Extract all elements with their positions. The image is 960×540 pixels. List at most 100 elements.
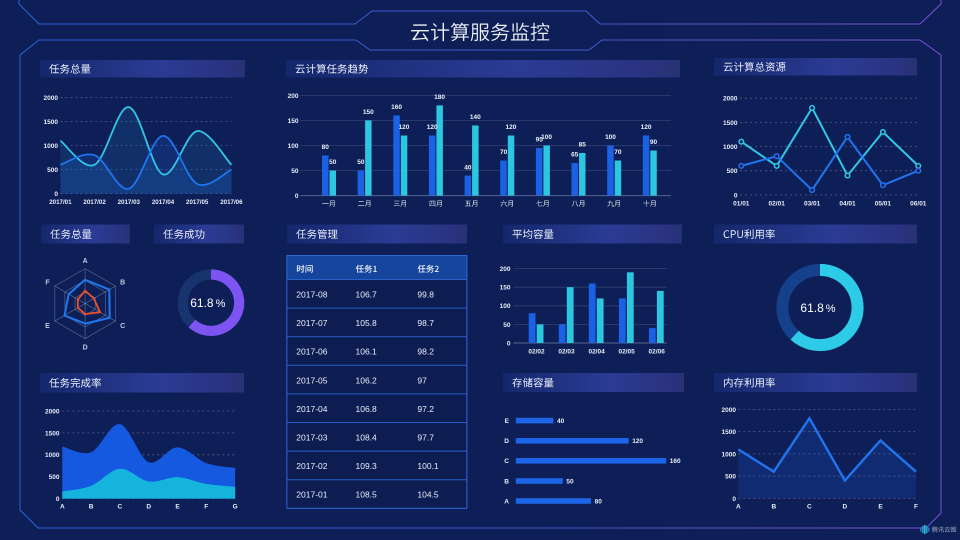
svg-text:0: 0 — [732, 496, 736, 503]
svg-text:G: G — [233, 504, 238, 511]
svg-text:50: 50 — [503, 322, 511, 329]
svg-text:61.8: 61.8 — [190, 296, 214, 310]
svg-text:1500: 1500 — [45, 430, 60, 437]
svg-text:1500: 1500 — [723, 120, 738, 127]
svg-text:100: 100 — [541, 134, 552, 141]
svg-text:D: D — [146, 504, 151, 511]
svg-text:100: 100 — [288, 143, 299, 150]
svg-text:180: 180 — [434, 94, 445, 101]
svg-text:106.7: 106.7 — [356, 290, 378, 300]
svg-text:150: 150 — [288, 118, 299, 125]
svg-text:120: 120 — [427, 124, 438, 131]
svg-text:85: 85 — [579, 142, 587, 149]
svg-text:E: E — [45, 323, 50, 330]
svg-text:02/05: 02/05 — [618, 348, 635, 355]
svg-text:500: 500 — [47, 167, 58, 174]
svg-text:160: 160 — [670, 458, 681, 465]
svg-text:1500: 1500 — [722, 429, 737, 436]
svg-text:1000: 1000 — [722, 451, 737, 458]
svg-text:2000: 2000 — [722, 407, 737, 414]
svg-text:90: 90 — [650, 139, 658, 146]
svg-text:95: 95 — [536, 137, 544, 144]
svg-text:2017/01: 2017/01 — [49, 199, 72, 206]
svg-text:A: A — [83, 258, 88, 265]
svg-text:02/01: 02/01 — [769, 200, 786, 207]
svg-text:1000: 1000 — [45, 452, 60, 459]
svg-text:C: C — [120, 323, 125, 330]
svg-text:61.8: 61.8 — [800, 301, 824, 315]
svg-text:F: F — [45, 280, 50, 287]
svg-text:97.7: 97.7 — [417, 433, 434, 443]
svg-text:1000: 1000 — [44, 143, 59, 150]
svg-text:2017-02: 2017-02 — [296, 461, 327, 471]
svg-text:B: B — [89, 504, 94, 511]
svg-text:2017-06: 2017-06 — [296, 347, 327, 357]
svg-text:2017-07: 2017-07 — [296, 318, 327, 328]
svg-text:2017-01: 2017-01 — [296, 490, 327, 500]
svg-text:06/01: 06/01 — [910, 200, 927, 207]
svg-text:98.2: 98.2 — [417, 347, 434, 357]
svg-text:500: 500 — [49, 474, 60, 481]
svg-text:02/04: 02/04 — [588, 348, 605, 355]
svg-text:04/01: 04/01 — [839, 200, 856, 207]
svg-text:C: C — [504, 458, 509, 465]
svg-text:A: A — [60, 504, 65, 511]
svg-text:108.4: 108.4 — [356, 433, 378, 443]
svg-text:106.8: 106.8 — [356, 404, 378, 414]
svg-text:100: 100 — [605, 134, 616, 141]
svg-text:2017-03: 2017-03 — [296, 433, 327, 443]
svg-text:160: 160 — [391, 104, 402, 111]
svg-text:1000: 1000 — [723, 144, 738, 151]
svg-text:03/01: 03/01 — [804, 200, 821, 207]
svg-text:109.3: 109.3 — [356, 461, 378, 471]
svg-text:80: 80 — [595, 498, 603, 505]
svg-text:70: 70 — [614, 149, 622, 156]
svg-text:0: 0 — [507, 340, 511, 347]
svg-text:2000: 2000 — [44, 95, 59, 102]
svg-text:2017/05: 2017/05 — [186, 199, 209, 206]
svg-text:B: B — [120, 280, 125, 287]
svg-text:100.1: 100.1 — [417, 461, 439, 471]
svg-text:104.5: 104.5 — [417, 490, 439, 500]
svg-text:105.8: 105.8 — [356, 318, 378, 328]
svg-text:D: D — [83, 345, 88, 352]
svg-text:0: 0 — [295, 193, 299, 200]
svg-text:150: 150 — [500, 285, 511, 292]
svg-text:200: 200 — [500, 266, 511, 273]
svg-text:B: B — [771, 503, 776, 510]
svg-text:97.2: 97.2 — [417, 404, 434, 414]
svg-text:100: 100 — [500, 303, 511, 310]
svg-text:C: C — [118, 504, 123, 511]
svg-text:02/06: 02/06 — [649, 348, 666, 355]
svg-text:50: 50 — [357, 159, 365, 166]
svg-text:D: D — [843, 503, 848, 510]
svg-text:2017-04: 2017-04 — [296, 404, 327, 414]
svg-text:2000: 2000 — [45, 408, 60, 415]
svg-text:0: 0 — [56, 496, 60, 503]
svg-text:40: 40 — [464, 164, 472, 171]
svg-text:70: 70 — [500, 149, 508, 156]
svg-text:02/02: 02/02 — [528, 348, 545, 355]
svg-text:99.8: 99.8 — [417, 290, 434, 300]
svg-text:0: 0 — [734, 192, 738, 199]
svg-text:2017/02: 2017/02 — [83, 199, 106, 206]
svg-text:97: 97 — [417, 375, 427, 385]
svg-text:50: 50 — [329, 159, 337, 166]
svg-text:05/01: 05/01 — [875, 200, 892, 207]
svg-text:65: 65 — [571, 152, 579, 159]
svg-text:2017-05: 2017-05 — [296, 375, 327, 385]
svg-text:106.1: 106.1 — [356, 347, 378, 357]
svg-text:1500: 1500 — [44, 119, 59, 126]
svg-text:150: 150 — [363, 109, 374, 116]
svg-text:106.2: 106.2 — [356, 375, 378, 385]
svg-text:02/03: 02/03 — [558, 348, 575, 355]
svg-text:80: 80 — [322, 144, 330, 151]
svg-text:A: A — [736, 503, 741, 510]
svg-text:140: 140 — [470, 114, 481, 121]
svg-text:50: 50 — [291, 168, 299, 175]
svg-text:2017/04: 2017/04 — [152, 199, 175, 206]
svg-text:98.7: 98.7 — [417, 318, 434, 328]
svg-text:500: 500 — [725, 474, 736, 481]
svg-text:E: E — [878, 503, 883, 510]
svg-text:2017/03: 2017/03 — [118, 199, 141, 206]
